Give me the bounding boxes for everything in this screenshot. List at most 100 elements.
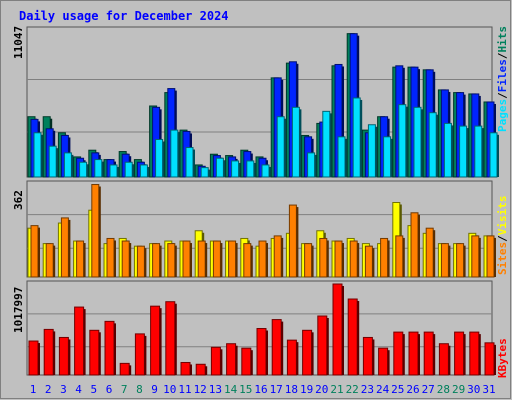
day-label: 31: [482, 383, 495, 396]
bar-kbytes: [378, 347, 389, 376]
panel-hits-files-pages: [26, 26, 499, 178]
bar-pages: [383, 136, 392, 178]
bar-pages: [413, 106, 422, 178]
bar-sites: [167, 243, 176, 278]
bar-sites-shadow: [68, 219, 71, 277]
bar-kbytes: [302, 329, 313, 376]
day-label: 10: [163, 383, 176, 396]
bar-kbytes-shadow: [235, 345, 238, 375]
bar-kbytes: [332, 283, 343, 376]
bar-sites: [288, 204, 297, 278]
legend-sites: Sites: [496, 242, 509, 275]
bar-pages: [307, 152, 316, 178]
bar-kbytes-shadow: [205, 366, 208, 375]
bar-pages-shadow: [314, 154, 317, 177]
bar-sites-shadow: [494, 237, 496, 277]
day-label: 11: [178, 383, 191, 396]
bar-sites-shadow: [129, 243, 132, 277]
bar-sites-shadow: [83, 243, 86, 277]
legend-kbytes: KBytes: [496, 338, 509, 378]
bar-pages-shadow: [208, 169, 211, 177]
bar-pages: [291, 106, 300, 178]
bar-pages: [124, 161, 133, 178]
bar-sites-shadow: [190, 243, 192, 277]
bar-kbytes: [165, 301, 176, 376]
bar-sites-shadow: [38, 227, 40, 277]
bar-pages: [261, 164, 270, 178]
bar-sites-shadow: [281, 237, 284, 277]
bar-sites-shadow: [114, 240, 116, 277]
bar-sites-shadow: [98, 186, 101, 277]
bar-pages-shadow: [375, 126, 378, 177]
day-label: 30: [467, 383, 480, 396]
bar-pages: [474, 125, 483, 178]
bar-kbytes: [347, 298, 358, 376]
day-label: 6: [106, 383, 113, 396]
bar-pages: [170, 129, 179, 178]
visits-y-max-label: 362: [12, 190, 25, 210]
bar-sites: [45, 243, 54, 278]
bar-sites: [258, 240, 267, 278]
bar-kbytes: [195, 363, 206, 376]
bar-kbytes-shadow: [402, 334, 405, 375]
bar-sites: [152, 243, 161, 278]
bar-kbytes: [484, 342, 495, 376]
bar-kbytes-shadow: [38, 343, 40, 375]
day-label: 23: [361, 383, 374, 396]
day-label: 2: [45, 383, 52, 396]
bar-pages: [185, 147, 194, 178]
bar-pages-shadow: [132, 164, 135, 177]
bar-sites: [91, 184, 100, 278]
bar-kbytes-shadow: [129, 365, 132, 375]
bar-kbytes-shadow: [342, 286, 344, 375]
day-label: 7: [121, 383, 128, 396]
bar-pages: [200, 167, 209, 178]
bar-sites: [380, 237, 389, 278]
bar-sites: [364, 245, 373, 278]
bar-kbytes-shadow: [448, 345, 451, 375]
bar-sites-shadow: [448, 245, 451, 277]
bar-kbytes: [393, 331, 404, 376]
day-label: 15: [239, 383, 252, 396]
bar-sites-shadow: [250, 245, 253, 277]
bar-kbytes-shadow: [387, 350, 390, 375]
bar-kbytes: [454, 331, 465, 376]
day-label: 22: [346, 383, 359, 396]
bar-pages-shadow: [238, 162, 241, 177]
day-label: 4: [75, 383, 82, 396]
bar-pages: [109, 164, 118, 178]
bar-pages: [94, 159, 103, 178]
bar-pages-shadow: [497, 134, 499, 177]
day-label: 18: [285, 383, 298, 396]
legend-separator: /: [496, 235, 509, 242]
day-label: 13: [209, 383, 222, 396]
bar-pages-shadow: [421, 109, 423, 177]
bar-kbytes: [362, 336, 373, 376]
bar-sites: [197, 240, 206, 278]
bar-sites-shadow: [387, 240, 390, 277]
bar-pages: [443, 122, 452, 178]
bar-kbytes-shadow: [311, 332, 314, 375]
panel-visits-sites: [26, 180, 496, 278]
bar-sites: [395, 235, 404, 278]
bar-sites: [319, 237, 328, 278]
bar-sites: [76, 240, 85, 278]
bar-pages-shadow: [269, 166, 271, 177]
day-label: 19: [300, 383, 313, 396]
bar-kbytes: [286, 339, 297, 376]
day-label: 8: [136, 383, 143, 396]
usage-series-legend: Pages/Files/Hits: [496, 26, 509, 132]
visits-series-legend: Sites/Visits: [496, 196, 509, 276]
bar-pages: [352, 97, 361, 178]
bar-kbytes-shadow: [220, 349, 223, 375]
bar-pages: [48, 145, 57, 178]
bar-kbytes-shadow: [174, 303, 177, 375]
day-label: 17: [270, 383, 283, 396]
bar-kbytes-shadow: [98, 332, 101, 375]
bar-pages-shadow: [86, 164, 89, 177]
legend-separator: /: [496, 52, 509, 59]
day-label: 14: [224, 383, 238, 396]
bar-sites-shadow: [326, 240, 329, 277]
bar-kbytes-shadow: [250, 350, 253, 375]
